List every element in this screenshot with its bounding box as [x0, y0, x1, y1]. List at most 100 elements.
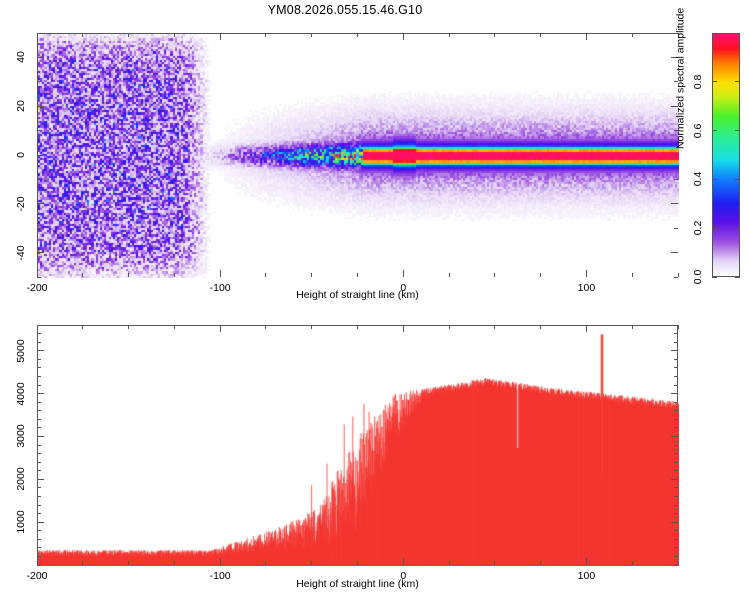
- x-minor-tick: [448, 561, 450, 565]
- y-major-tick: [37, 203, 44, 205]
- y-minor-tick-right: [674, 555, 678, 557]
- y-major-tick-right: [671, 350, 678, 352]
- y-minor-tick: [37, 513, 41, 515]
- y-minor-tick: [37, 81, 41, 83]
- colorbar-tick-label: 0.2: [692, 220, 704, 236]
- x-minor-tick: [311, 273, 313, 277]
- colorbar-tick: [712, 81, 717, 83]
- y-minor-tick: [37, 487, 41, 489]
- colorbar-tick: [712, 130, 717, 132]
- x-minor-tick-top: [82, 325, 84, 329]
- y-tick-label: 5000: [15, 339, 27, 363]
- x-minor-tick-top: [128, 325, 130, 329]
- x-minor-tick: [82, 561, 84, 565]
- y-minor-tick: [37, 341, 41, 343]
- y-minor-tick-right: [674, 367, 678, 369]
- y-minor-tick-right: [674, 401, 678, 403]
- y-minor-tick: [37, 504, 41, 506]
- x-minor-tick-top: [631, 33, 633, 37]
- spectrogram-panel: [37, 33, 679, 278]
- y-minor-tick-right: [674, 324, 678, 326]
- y-minor-tick-right: [674, 375, 678, 377]
- y-minor-tick-right: [674, 444, 678, 446]
- y-tick-label: 40: [15, 51, 27, 64]
- x-major-tick-top: [219, 33, 221, 40]
- y-major-tick: [37, 435, 44, 437]
- y-minor-tick: [37, 453, 41, 455]
- x-major-tick-top: [36, 33, 38, 40]
- y-minor-tick: [37, 333, 41, 335]
- x-major-tick: [402, 558, 404, 565]
- x-minor-tick: [265, 273, 267, 277]
- y-major-tick: [37, 521, 44, 523]
- y-tick-label: 1000: [15, 510, 27, 534]
- y-major-tick-right: [671, 56, 678, 58]
- y-minor-tick: [37, 530, 41, 532]
- y-major-tick: [37, 56, 44, 58]
- y-minor-tick: [37, 444, 41, 446]
- y-minor-tick-right: [674, 495, 678, 497]
- y-major-tick-right: [671, 203, 678, 205]
- y-major-tick-right: [671, 393, 678, 395]
- x-minor-tick-top: [448, 33, 450, 37]
- colorbar-tick-label: 0.6: [692, 123, 704, 138]
- y-minor-tick: [37, 564, 41, 566]
- x-tick-label: -100: [209, 282, 231, 294]
- x-major-tick: [585, 270, 587, 277]
- y-minor-tick: [37, 538, 41, 540]
- x-minor-tick-top: [677, 33, 679, 37]
- colorbar-tick: [735, 227, 740, 229]
- x-minor-tick-top: [265, 325, 267, 329]
- y-minor-tick: [37, 401, 41, 403]
- x-minor-tick: [540, 273, 542, 277]
- y-minor-tick-right: [674, 538, 678, 540]
- y-tick-label: -40: [15, 245, 27, 261]
- colorbar: [712, 33, 740, 277]
- y-minor-tick: [37, 358, 41, 360]
- x-minor-tick: [128, 561, 130, 565]
- y-minor-tick-right: [674, 130, 678, 132]
- x-major-tick-top: [219, 325, 221, 332]
- x-minor-tick: [494, 561, 496, 565]
- y-minor-tick-right: [674, 81, 678, 83]
- y-minor-tick: [37, 384, 41, 386]
- spectrogram-image: [38, 34, 679, 278]
- x-minor-tick-top: [357, 325, 358, 329]
- spectrogram-x-axis-label: Height of straight line (km): [296, 289, 419, 301]
- y-minor-tick: [37, 375, 41, 377]
- y-tick-label: 2000: [15, 467, 27, 491]
- y-minor-tick: [37, 470, 41, 472]
- y-minor-tick-right: [674, 341, 678, 343]
- y-tick-label: 3000: [15, 424, 27, 449]
- y-minor-tick: [37, 227, 41, 229]
- y-minor-tick-right: [674, 418, 678, 420]
- x-minor-tick: [311, 561, 313, 565]
- x-major-tick: [219, 558, 221, 565]
- x-minor-tick-top: [128, 33, 130, 37]
- x-minor-tick-top: [631, 325, 633, 329]
- x-major-tick-top: [402, 325, 404, 332]
- y-major-tick: [37, 393, 44, 395]
- y-minor-tick: [37, 495, 41, 497]
- x-major-tick-top: [402, 33, 404, 40]
- y-minor-tick-right: [674, 513, 678, 515]
- y-minor-tick: [37, 461, 41, 463]
- colorbar-tick: [735, 276, 740, 278]
- colorbar-tick-label: 0.0: [692, 269, 704, 285]
- x-tick-label: 0: [400, 282, 407, 294]
- x-minor-tick: [128, 273, 130, 277]
- colorbar-label: Normalized spectral amplitude: [674, 7, 687, 149]
- y-minor-tick-right: [674, 470, 678, 472]
- y-minor-tick: [37, 410, 41, 412]
- y-minor-tick: [37, 367, 41, 369]
- colorbar-tick-label: 0.8: [692, 74, 704, 90]
- y-minor-tick: [37, 130, 41, 132]
- snr-x-axis-label: Height of straight line (km): [296, 578, 419, 590]
- x-minor-tick-top: [173, 325, 175, 329]
- y-major-tick-right: [671, 478, 678, 480]
- y-tick-label: 0: [15, 152, 27, 158]
- colorbar-tick: [735, 178, 740, 180]
- x-minor-tick: [494, 273, 496, 277]
- colorbar-tick: [712, 276, 717, 278]
